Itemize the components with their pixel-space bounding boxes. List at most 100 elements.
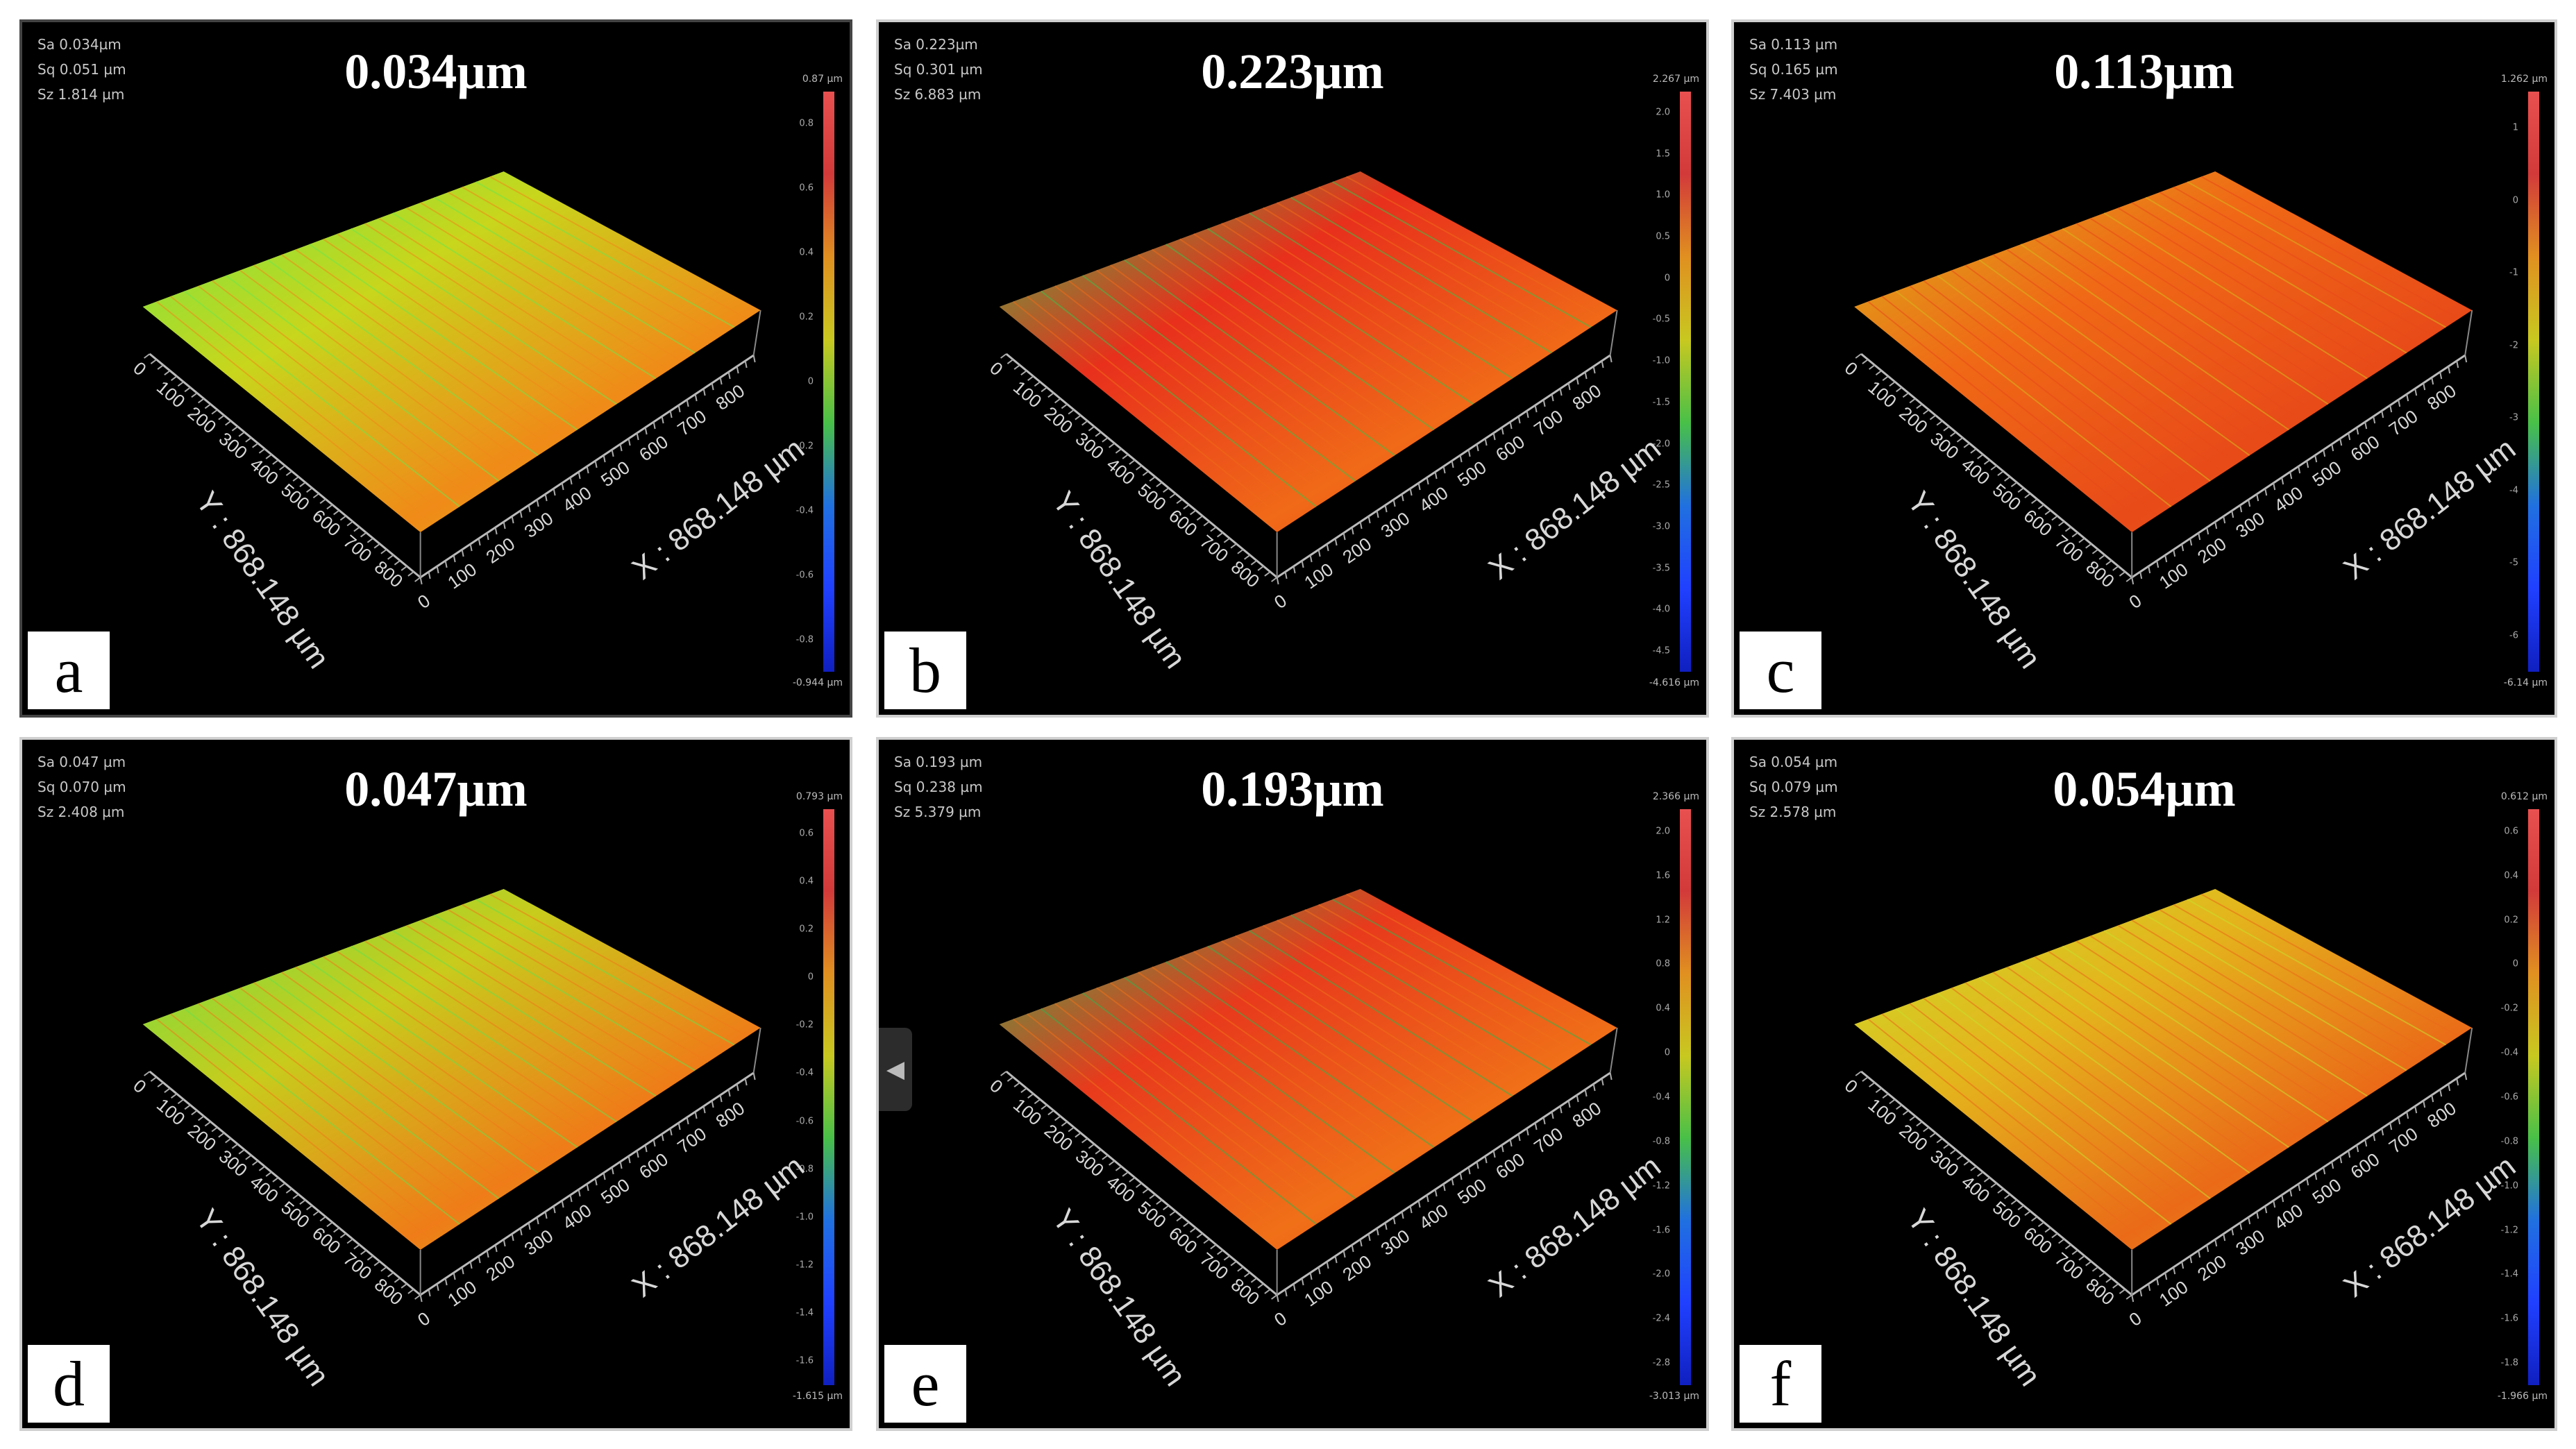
x-tick-label: 600 [2347, 431, 2384, 465]
surface-texture [1867, 893, 2459, 1242]
surface-plot: 0010010020020030030040040050050060060070… [986, 889, 1667, 1392]
x-tick-label: 400 [1415, 482, 1452, 516]
colorbar-tick: -1.6 [2500, 1313, 2518, 1324]
x-tick-label: 100 [1300, 559, 1337, 593]
colorbar [1680, 92, 1691, 672]
surface [1854, 171, 2473, 532]
surface-plot: 0010010020020030030040040050050060060070… [129, 889, 811, 1392]
colorbar-tick: -1.8 [2500, 1357, 2518, 1368]
colorbar [823, 92, 834, 672]
colorbar-tick: -4.0 [1652, 604, 1670, 615]
x-tick-label: 100 [444, 1276, 480, 1310]
panel-e: Sa 0.193 µm Sq 0.238 µm Sz 5.379 µm 0.193µm… [876, 737, 1709, 1431]
stat-sq: Sq 0.238 µm [894, 779, 983, 795]
x-tick-label: 600 [1492, 431, 1529, 465]
colorbar-tick: -1.4 [2500, 1269, 2518, 1280]
colorbar-max: 2.267 µm [1652, 74, 1699, 85]
surface-texture [156, 893, 748, 1242]
stat-sa: Sa 0.113 µm [1749, 36, 1838, 53]
x-tick-label: 0 [1270, 590, 1290, 613]
colorbar-tick: -2.5 [1652, 480, 1670, 491]
colorbar-min: -1.615 µm [792, 1391, 843, 1402]
colorbar-tick: -0.2 [795, 441, 814, 452]
x-tick-label: 0 [414, 1307, 434, 1330]
colorbar-tick: 0 [1664, 1047, 1670, 1058]
colorbar-tick: 0.2 [799, 924, 814, 935]
x-axis [2131, 1071, 2466, 1296]
panel-b: Sa 0.223µm Sq 0.301 µm Sz 6.883 µm 0.223µm 2… [876, 19, 1709, 718]
colorbar-ticks: 2.0 1.6 1.2 0.8 0.4 0 -0.4 -0.8 -1.2 -1.6 -2.0 -2.4… [1628, 809, 1670, 1385]
x-tick-label: 0 [2125, 1307, 2145, 1330]
x-tick-label: 400 [2270, 1200, 2307, 1234]
colorbar-ticks: 0.8 0.6 0.4 0.2 0 -0.2 -0.4 -0.6 -0.8 [772, 92, 814, 672]
x-tick-label: 400 [559, 482, 596, 516]
colorbar-tick: 1.0 [1656, 189, 1670, 201]
colorbar-tick: 0 [2512, 958, 2518, 969]
colorbar-tick: -0.6 [795, 1116, 814, 1127]
stat-sq: Sq 0.301 µm [894, 61, 983, 78]
colorbar-tick: 0.4 [1656, 1003, 1670, 1014]
colorbar [823, 809, 834, 1385]
colorbar-tick: -0.8 [1652, 1136, 1670, 1147]
x-tick-label: 100 [2155, 559, 2192, 593]
colorbar-tick: 0.8 [799, 118, 814, 129]
colorbar-tick: 1 [2512, 122, 2518, 133]
surface-texture [1867, 176, 2459, 525]
colorbar-tick: -4 [2509, 485, 2518, 496]
x-tick-label: 600 [1492, 1149, 1529, 1183]
colorbar [2528, 809, 2539, 1385]
stat-sq: Sq 0.051 µm [37, 61, 126, 78]
panel-letter: c [1740, 632, 1821, 709]
colorbar-tick: -1.2 [1652, 1180, 1670, 1192]
roughness-stats: Sa 0.047 µm Sq 0.070 µm Sz 2.408 µm [37, 749, 126, 824]
colorbar-tick: -1.0 [795, 1212, 814, 1223]
colorbar-tick: -2.8 [1652, 1357, 1670, 1368]
colorbar-tick: -0.8 [2500, 1136, 2518, 1147]
colorbar-min: -6.14 µm [2503, 677, 2548, 688]
colorbar-max: 0.87 µm [802, 74, 843, 85]
colorbar-tick: -0.6 [795, 570, 814, 581]
triangle-left-icon[interactable]: ◀ [879, 1028, 912, 1111]
stat-sq: Sq 0.079 µm [1749, 779, 1838, 795]
colorbar-max: 0.612 µm [2500, 791, 2548, 802]
panel-c: Sa 0.113 µm Sq 0.165 µm Sz 7.403 µm 0.113µm… [1731, 19, 2557, 718]
surface [1854, 889, 2473, 1250]
surface-plot: 0010010020020030030040040050050060060070… [1841, 889, 2522, 1392]
stat-sa: Sa 0.054 µm [1749, 754, 1838, 770]
roughness-value: 0.113µm [2054, 44, 2234, 99]
colorbar-tick: -2.4 [1652, 1313, 1670, 1324]
colorbar-tick: 0.6 [799, 828, 814, 839]
colorbar-tick: -6 [2509, 630, 2518, 641]
y-tick-label: 0 [129, 357, 150, 380]
stat-sz: Sz 2.578 µm [1749, 804, 1837, 820]
colorbar-tick: -1.6 [1652, 1225, 1670, 1236]
colorbar-tick: -1 [2509, 267, 2518, 278]
colorbar-min: -3.013 µm [1649, 1391, 1699, 1402]
colorbar-tick: 0.2 [2504, 915, 2518, 926]
colorbar-tick: -0.6 [2500, 1092, 2518, 1103]
colorbar-tick: -2.0 [1652, 1269, 1670, 1280]
colorbar-tick: 1.2 [1656, 915, 1670, 926]
panel-letter: b [884, 632, 966, 709]
colorbar-min: -4.616 µm [1649, 677, 1699, 688]
stat-sz: Sz 5.379 µm [894, 804, 982, 820]
x-tick-label: 600 [2347, 1149, 2384, 1183]
y-tick-label: 0 [1841, 357, 1862, 380]
colorbar-tick: -2.0 [1652, 439, 1670, 450]
x-tick-label: 800 [712, 1098, 748, 1132]
x-tick-label: 300 [2232, 1226, 2268, 1260]
roughness-value: 0.193µm [1201, 761, 1384, 817]
x-tick-label: 500 [597, 457, 634, 491]
x-axis [2131, 354, 2466, 579]
stat-sq: Sq 0.165 µm [1749, 61, 1838, 78]
colorbar-tick: -0.4 [1652, 1092, 1670, 1103]
colorbar-tick: 0.6 [2504, 826, 2518, 837]
stat-sa: Sa 0.034µm [37, 36, 121, 53]
x-tick-label: 0 [414, 590, 434, 613]
colorbar-tick: -2 [2509, 340, 2518, 351]
x-tick-label: 800 [1568, 1098, 1605, 1132]
colorbar-max: 0.793 µm [795, 791, 843, 802]
roughness-stats: Sa 0.223µm Sq 0.301 µm Sz 6.883 µm [894, 32, 983, 107]
colorbar-tick: -1.6 [795, 1355, 814, 1366]
stat-sq: Sq 0.070 µm [37, 779, 126, 795]
